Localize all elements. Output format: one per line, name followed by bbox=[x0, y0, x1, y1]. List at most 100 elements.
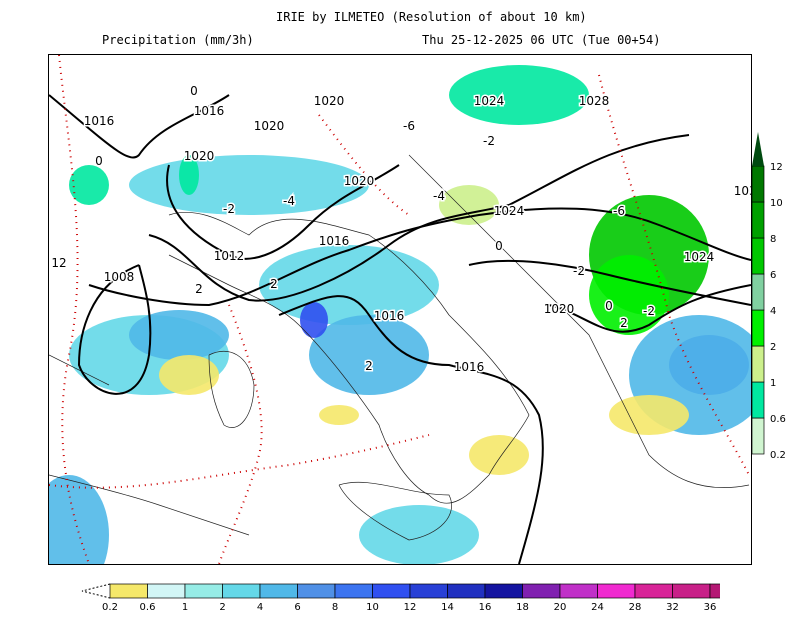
precip-area bbox=[359, 505, 479, 564]
precip-area bbox=[49, 475, 109, 564]
precip-area bbox=[69, 165, 109, 205]
snow-tick: 8 bbox=[770, 234, 776, 245]
snow-colorbar: 0.2 0.6 1 2 4 6 8 10 12 bbox=[750, 128, 800, 472]
precip-swatch bbox=[297, 583, 336, 599]
contour-label: 1016 bbox=[194, 104, 225, 118]
contour-label: 2 bbox=[620, 316, 628, 330]
precip-swatch bbox=[334, 583, 373, 599]
temperature-isolines bbox=[49, 55, 750, 564]
contour-label: 1020 bbox=[184, 149, 215, 163]
contour-label: 1020 bbox=[344, 174, 375, 188]
precip-swatch bbox=[597, 583, 636, 599]
snow-swatch bbox=[751, 165, 765, 203]
precip-tick: 6 bbox=[294, 602, 300, 613]
precip-tick: 0.6 bbox=[140, 602, 156, 613]
contour-label: 1016 bbox=[319, 234, 350, 248]
precip-swatch bbox=[109, 583, 148, 599]
contour-label: 1020 bbox=[314, 94, 345, 108]
contour-label: 12 bbox=[51, 256, 66, 270]
precip-swatch bbox=[259, 583, 298, 599]
contour-label: 1016 bbox=[454, 360, 485, 374]
precip-area bbox=[309, 315, 429, 395]
snow-swatch bbox=[751, 345, 765, 383]
precip-area bbox=[300, 302, 328, 338]
snow-tick: 0.2 bbox=[770, 450, 786, 461]
precip-tick: 0.2 bbox=[102, 602, 118, 613]
snow-tick: 0.6 bbox=[770, 414, 786, 425]
snow-swatch bbox=[751, 309, 765, 347]
precip-tick: 36 bbox=[704, 602, 717, 613]
snow-swatch bbox=[751, 201, 765, 239]
contour-label: 1016 bbox=[374, 309, 405, 323]
snow-arrow bbox=[752, 132, 764, 166]
precip-area bbox=[159, 355, 219, 395]
precip-tick: 20 bbox=[554, 602, 567, 613]
contour-label: 1020 bbox=[544, 302, 575, 316]
contour-label: 0 bbox=[495, 239, 503, 253]
precip-area bbox=[319, 405, 359, 425]
isobars bbox=[49, 94, 751, 564]
precip-swatch bbox=[484, 583, 523, 599]
precip-area bbox=[609, 395, 689, 435]
precip-swatch bbox=[372, 583, 411, 599]
contour-label: 2 bbox=[365, 359, 373, 373]
contour-label: -4 bbox=[283, 194, 295, 208]
snow-tick: 2 bbox=[770, 342, 776, 353]
precip-area bbox=[129, 310, 229, 360]
precip-swatch bbox=[184, 583, 223, 599]
precip-area bbox=[179, 155, 199, 195]
precip-tick: 24 bbox=[591, 602, 604, 613]
contour-label: 1008 bbox=[104, 270, 135, 284]
precip-swatch bbox=[672, 583, 711, 599]
precip-swatch bbox=[409, 583, 448, 599]
snow-tick: 1 bbox=[770, 378, 776, 389]
contour-label: -6 bbox=[613, 204, 625, 218]
contour-label: -2 bbox=[223, 202, 235, 216]
contour-labels: 1016 1016 1020 1020 1020 1020 1028 1024 1032 1024… bbox=[50, 83, 751, 376]
precip-swatch bbox=[222, 583, 261, 599]
precip-swatch bbox=[522, 583, 561, 599]
contour-label: 1024 bbox=[684, 250, 715, 264]
precip-tick: 28 bbox=[629, 602, 642, 613]
precip-area bbox=[469, 435, 529, 475]
contour-label: 1012 bbox=[214, 249, 245, 263]
precip-swatch bbox=[447, 583, 486, 599]
precip-tick: 1 bbox=[182, 602, 188, 613]
snow-swatch bbox=[751, 381, 765, 419]
precip-swatch bbox=[634, 583, 673, 599]
coastlines bbox=[49, 154, 750, 541]
contour-label: -4 bbox=[433, 189, 445, 203]
precip-tick: 8 bbox=[332, 602, 338, 613]
precip-swatch bbox=[709, 583, 748, 599]
precip-area bbox=[449, 65, 589, 125]
contour-label: 1020 bbox=[254, 119, 285, 133]
precip-swatch bbox=[147, 583, 186, 599]
precip-area bbox=[589, 255, 669, 335]
snow-tick: 6 bbox=[770, 270, 776, 281]
valid-time: Thu 25-12-2025 06 UTC (Tue 00+54) bbox=[422, 33, 661, 47]
precip-tick: 32 bbox=[666, 602, 679, 613]
snow-tick: 4 bbox=[770, 306, 776, 317]
contour-label: -6 bbox=[403, 119, 415, 133]
precip-tick: 4 bbox=[257, 602, 263, 613]
precip-tick: 2 bbox=[219, 602, 225, 613]
contour-label: 2 bbox=[195, 282, 203, 296]
map-title: IRIE by ILMETEO (Resolution of about 10 … bbox=[276, 10, 587, 24]
contour-label: 1032 bbox=[734, 184, 751, 198]
precip-tick: 10 bbox=[366, 602, 379, 613]
contour-label: 1028 bbox=[579, 94, 610, 108]
snow-tick: 12 bbox=[770, 162, 783, 173]
snow-swatch bbox=[751, 237, 765, 275]
contour-label: -2 bbox=[573, 264, 585, 278]
contour-label: 2 bbox=[270, 277, 278, 291]
precip-area bbox=[129, 155, 369, 215]
precip-tick: 14 bbox=[441, 602, 454, 613]
contour-label: -2 bbox=[483, 134, 495, 148]
contour-label: 0 bbox=[605, 299, 613, 313]
snow-swatch bbox=[751, 417, 765, 455]
low-arrow bbox=[81, 583, 111, 599]
field-label: Precipitation (mm/3h) bbox=[102, 33, 254, 47]
precip-colorbar: 0.20.61246810121416182024283236404448 bbox=[80, 582, 800, 620]
snow-tick: 10 bbox=[770, 198, 783, 209]
precip-tick: 12 bbox=[404, 602, 417, 613]
